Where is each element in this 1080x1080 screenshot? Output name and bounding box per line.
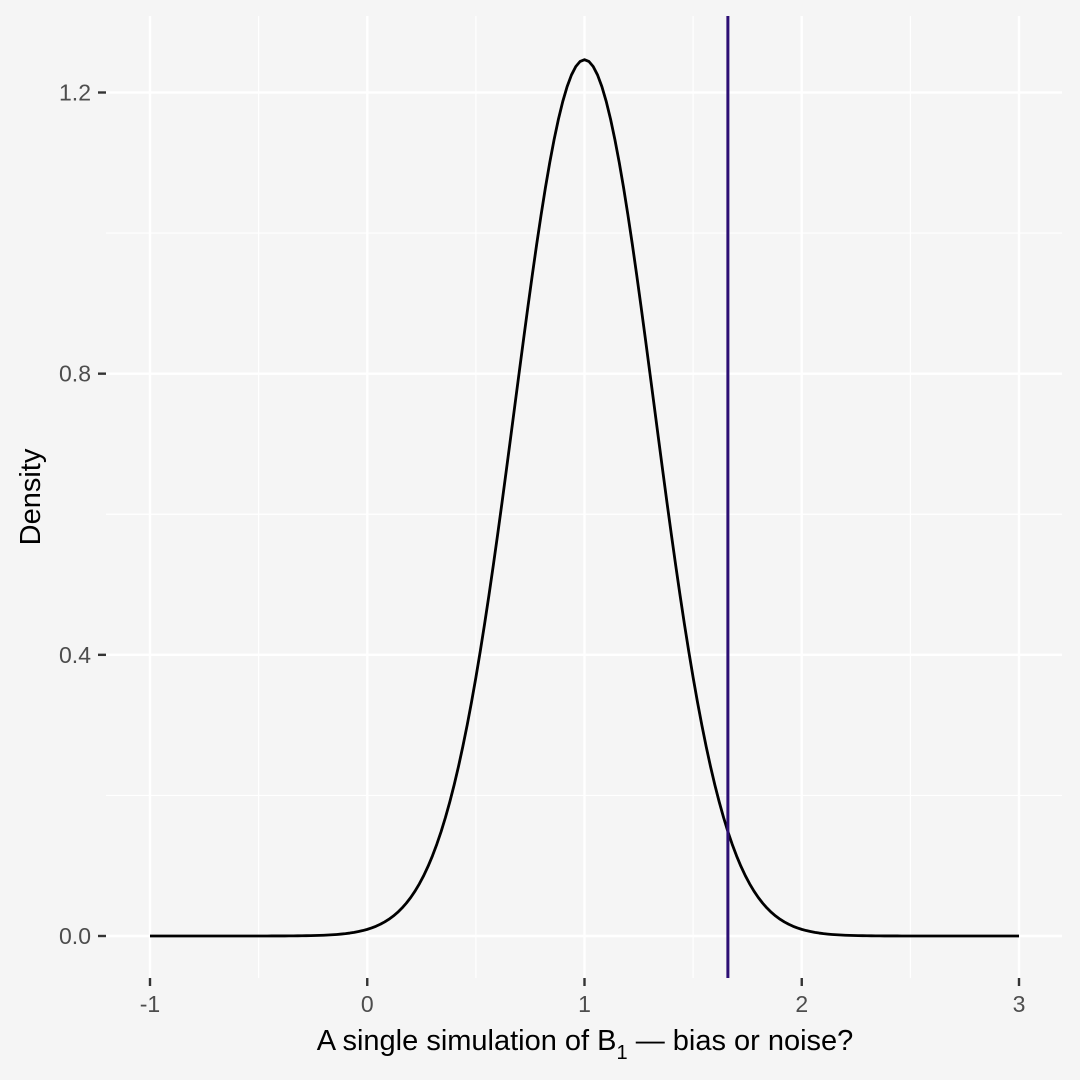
y-tick-label: 0.8 bbox=[59, 361, 91, 387]
x-tick-label: 2 bbox=[795, 991, 808, 1017]
y-tick-label: 0.4 bbox=[59, 642, 91, 668]
x-tick-label: -1 bbox=[140, 991, 160, 1017]
y-tick-label: 1.2 bbox=[59, 80, 91, 106]
axis-ticks: 0.0 0.4 0.8 1.2 -1 0 1 2 3 bbox=[59, 80, 1025, 1018]
series-layer bbox=[150, 58, 1019, 938]
x-tick-label: 3 bbox=[1013, 991, 1026, 1017]
x-axis-title-subscript: 1 bbox=[617, 1042, 628, 1064]
x-axis-title-main: A single simulation of B bbox=[317, 1025, 617, 1057]
x-tick-label: 1 bbox=[578, 991, 591, 1017]
density-curve bbox=[150, 58, 1019, 938]
y-axis-title: Density bbox=[15, 448, 47, 545]
x-tick-label: 0 bbox=[361, 991, 374, 1017]
x-axis-title: A single simulation of B1 — bias or nois… bbox=[317, 1025, 854, 1064]
y-tick-label: 0.0 bbox=[59, 923, 91, 949]
x-axis-title-suffix: — bias or noise? bbox=[628, 1025, 854, 1057]
